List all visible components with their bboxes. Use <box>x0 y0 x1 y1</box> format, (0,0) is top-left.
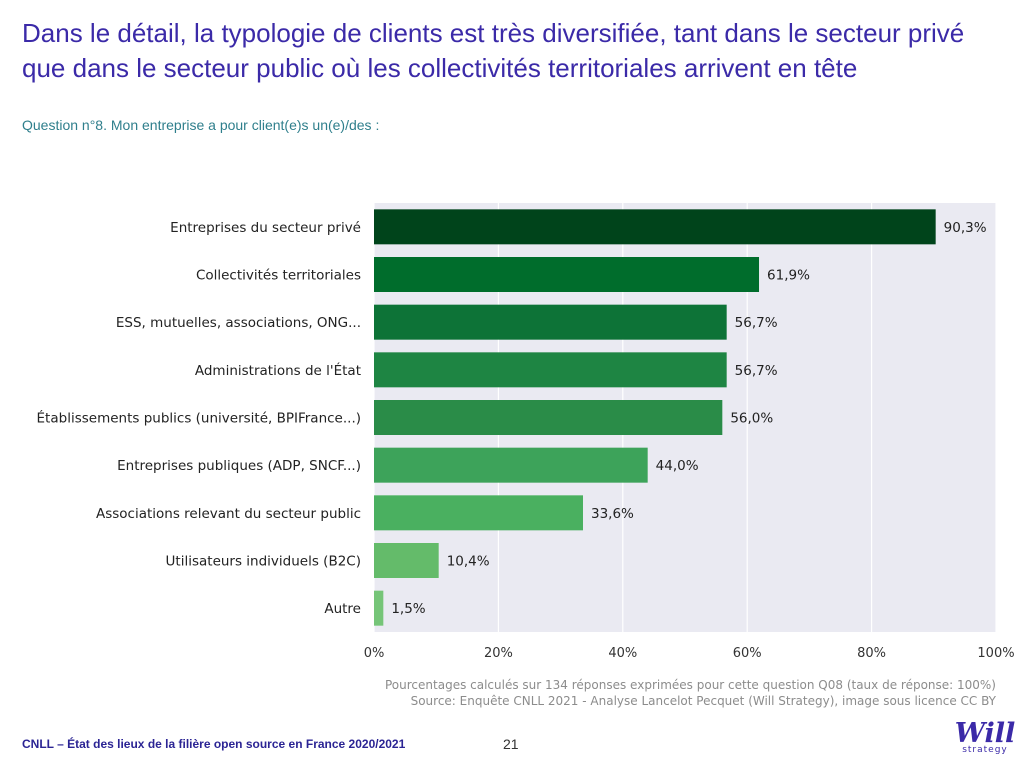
bar <box>374 590 384 626</box>
value-label: 33,6% <box>591 506 634 522</box>
category-label: Établissements publics (université, BPIF… <box>37 410 361 427</box>
note-line1: Pourcentages calculés sur 134 réponses e… <box>385 678 996 692</box>
logo-word: Will <box>954 718 1016 749</box>
x-tick-label: 80% <box>857 646 886 661</box>
x-tick-label: 60% <box>733 646 762 661</box>
category-label: Utilisateurs individuels (B2C) <box>166 554 361 570</box>
value-label: 1,5% <box>391 601 425 617</box>
bar <box>374 304 727 340</box>
slide-title: Dans le détail, la typologie de clients … <box>22 16 1012 86</box>
value-label: 61,9% <box>767 268 810 284</box>
logo-subtitle: strategy <box>962 745 1008 755</box>
footer-text: CNLL – État des lieux de la filière open… <box>22 737 406 751</box>
value-label: 90,3% <box>944 220 987 236</box>
note-line2: Source: Enquête CNLL 2021 - Analyse Lanc… <box>410 694 996 708</box>
slide-title-line2: que dans le secteur public où les collec… <box>22 53 858 83</box>
category-label: Associations relevant du secteur public <box>96 506 361 522</box>
value-label: 56,7% <box>735 363 778 379</box>
x-tick-label: 0% <box>364 646 385 661</box>
category-label: ESS, mutuelles, associations, ONG... <box>116 315 361 331</box>
bar <box>374 352 727 388</box>
bar <box>374 447 648 483</box>
value-label: 56,0% <box>730 411 773 427</box>
chart-note: Pourcentages calculés sur 134 réponses e… <box>385 677 996 709</box>
x-tick-label: 100% <box>977 646 1014 661</box>
value-label: 44,0% <box>656 458 699 474</box>
bar <box>374 209 936 245</box>
page-number: 21 <box>503 736 519 752</box>
category-label: Entreprises publiques (ADP, SNCF...) <box>117 458 361 474</box>
bar <box>374 495 583 531</box>
category-label: Autre <box>324 601 361 617</box>
bar <box>374 257 760 292</box>
question-label: Question n°8. Mon entreprise a pour clie… <box>22 117 380 133</box>
category-label: Entreprises du secteur privé <box>170 220 361 236</box>
will-strategy-logo: Will strategy <box>950 718 1020 756</box>
category-label: Administrations de l'État <box>195 362 361 379</box>
value-label: 56,7% <box>735 315 778 331</box>
value-label: 10,4% <box>447 554 490 570</box>
x-tick-label: 40% <box>608 646 637 661</box>
x-tick-label: 20% <box>484 646 513 661</box>
category-label: Collectivités territoriales <box>196 268 361 284</box>
slide-title-line1: Dans le détail, la typologie de clients … <box>22 18 965 48</box>
bar <box>374 400 723 435</box>
bar <box>374 543 439 578</box>
